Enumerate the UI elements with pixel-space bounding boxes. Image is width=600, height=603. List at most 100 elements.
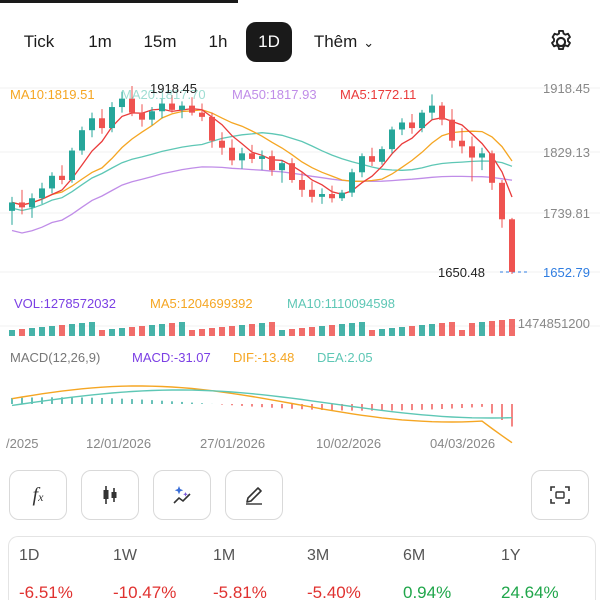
last-price-label: 1652.79 — [543, 265, 590, 280]
pencil-icon — [246, 487, 262, 505]
volume-bar — [269, 322, 275, 336]
volume-bar — [359, 322, 365, 336]
dea-line — [11, 389, 513, 419]
tab-1m[interactable]: 1m — [78, 22, 122, 62]
sparkle-chart-icon — [173, 486, 191, 504]
tab-more[interactable]: Thêm ⌄ — [302, 22, 386, 62]
perf-value: 24.64% — [501, 583, 559, 602]
legend-ma20: MA20:1817.70 — [121, 87, 206, 102]
perf-value: -5.81% — [213, 583, 267, 602]
candle-body — [399, 122, 405, 130]
volume-bar — [209, 328, 215, 336]
volume-y-tick: 1474851200 — [518, 316, 590, 331]
x-tick-3: 10/02/2026 — [316, 436, 381, 451]
volume-bar — [89, 322, 95, 336]
candle-body — [359, 156, 365, 173]
tab-1h[interactable]: 1h — [198, 22, 238, 62]
volume-bar — [29, 328, 35, 336]
perf-label: 1W — [113, 547, 137, 564]
candle-body — [509, 219, 515, 272]
candle-body — [289, 163, 295, 180]
low-price-label: 1650.48 — [438, 265, 485, 280]
candle-body — [479, 153, 485, 158]
candle-body — [179, 105, 185, 110]
candle-body — [159, 103, 165, 112]
ai-magic-button[interactable] — [153, 470, 211, 520]
candle-body — [419, 112, 425, 129]
tab-label: 1D — [258, 32, 280, 51]
top-indicator-bar — [0, 0, 238, 3]
volume-bar — [79, 323, 85, 336]
tab-tick[interactable]: Tick — [8, 22, 70, 62]
candle-body — [9, 202, 15, 211]
volume-bar — [239, 325, 245, 336]
candle-body — [29, 198, 35, 208]
settings-gear-icon[interactable] — [547, 28, 575, 56]
macd-title: MACD(12,26,9) — [10, 350, 100, 365]
indicator-fx-button[interactable]: fx — [9, 470, 67, 520]
candle-body — [169, 103, 175, 110]
volume-legend: VOL:1278572032 — [14, 296, 116, 311]
candle-body — [349, 172, 355, 193]
tab-label: 1m — [88, 32, 112, 51]
stock-chart[interactable]: MA10:1819.51 MA20:1817.70 MA50:1817.93 M… — [0, 74, 600, 460]
volume-bar — [469, 323, 475, 336]
candle-body — [439, 105, 445, 120]
volume-bar — [49, 326, 55, 336]
perf-value: 0.94% — [403, 583, 452, 602]
volume-ma10-legend: MA10:1110094598 — [287, 296, 395, 311]
volume-bars — [9, 319, 515, 336]
candle-type-button[interactable] — [81, 470, 139, 520]
candle-body — [129, 98, 135, 113]
screenshot-button[interactable] — [531, 470, 589, 520]
candle-body — [299, 180, 305, 190]
volume-bar — [9, 330, 15, 336]
y-tick-low: 1739.81 — [543, 206, 590, 221]
volume-bar — [429, 324, 435, 336]
perf-value: -5.40% — [307, 583, 361, 602]
candle-body — [379, 149, 385, 162]
volume-bar — [69, 324, 75, 336]
legend-ma5: MA5:1772.11 — [340, 87, 416, 102]
tab-15m[interactable]: 15m — [134, 22, 186, 62]
candle-body — [369, 156, 375, 162]
tab-1d[interactable]: 1D — [246, 22, 292, 62]
candle-body — [89, 118, 95, 131]
candle-body — [219, 140, 225, 148]
tab-label: 1h — [208, 32, 228, 51]
candle-body — [109, 107, 115, 129]
candle-body — [79, 130, 85, 151]
candle-body — [319, 194, 325, 197]
candle-body — [469, 146, 475, 158]
candle-body — [199, 112, 205, 117]
volume-bar — [179, 322, 185, 336]
macd-value: MACD:-31.07 — [132, 350, 211, 365]
volume-bar — [419, 325, 425, 336]
volume-bar — [149, 325, 155, 336]
candle-body — [19, 202, 25, 208]
volume-bar — [379, 329, 385, 336]
perf-value: -6.51% — [19, 583, 73, 602]
volume-bar — [99, 330, 105, 336]
volume-bar — [159, 324, 165, 336]
volume-bar — [299, 328, 305, 336]
x-tick-0: /2025 — [6, 436, 39, 451]
volume-bar — [339, 324, 345, 336]
volume-bar — [249, 324, 255, 336]
candlestick-series — [9, 86, 515, 274]
volume-bar — [199, 329, 205, 336]
draw-pencil-button[interactable] — [225, 470, 283, 520]
volume-bar — [449, 322, 455, 336]
performance-panel: 1D -6.51% 1W -10.47% 1M -5.81% 3M -5.40%… — [8, 536, 596, 602]
candle-body — [259, 156, 265, 159]
candle-body — [269, 156, 275, 171]
volume-bar — [189, 330, 195, 336]
candle-body — [99, 118, 105, 129]
candle-body — [279, 163, 285, 171]
candle-body — [189, 105, 195, 113]
candle-body — [249, 153, 255, 159]
x-tick-2: 27/01/2026 — [200, 436, 265, 451]
candle-body — [39, 188, 45, 199]
candle-body — [409, 122, 415, 129]
candle-body — [309, 189, 315, 197]
